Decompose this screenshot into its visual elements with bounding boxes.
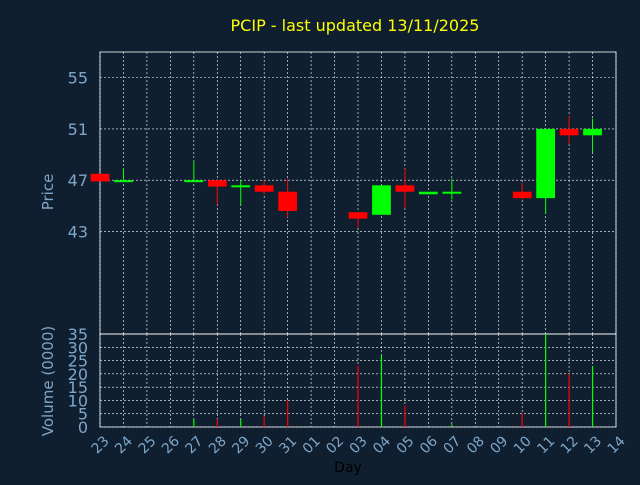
x-tick-label: 12 bbox=[558, 433, 582, 457]
x-tick-label: 11 bbox=[534, 433, 558, 457]
candle-body bbox=[184, 180, 204, 183]
x-axis-label: Day bbox=[334, 460, 362, 476]
candle-body bbox=[278, 191, 298, 211]
price-tick-label: 51 bbox=[68, 120, 88, 139]
candle-body bbox=[254, 185, 274, 192]
x-tick-label: 06 bbox=[417, 433, 441, 457]
volume-tick-label: 15 bbox=[68, 378, 88, 397]
x-tick-label: 23 bbox=[89, 433, 113, 457]
x-tick-label: 30 bbox=[253, 433, 277, 457]
candle-body bbox=[418, 191, 438, 195]
x-tick-label: 02 bbox=[323, 433, 347, 457]
candle-body bbox=[114, 180, 133, 183]
x-tick-label: 05 bbox=[394, 433, 418, 457]
x-tick-label: 28 bbox=[206, 433, 230, 457]
candle-body bbox=[583, 128, 602, 136]
price-tick-label: 55 bbox=[68, 69, 88, 88]
volume-tick-label: 5 bbox=[78, 405, 88, 424]
volume-tick-label: 0 bbox=[78, 418, 88, 437]
candle-body bbox=[372, 185, 391, 215]
candle-body bbox=[559, 128, 579, 136]
x-tick-label: 29 bbox=[229, 433, 253, 457]
x-tick-labels: 23 24 25 26 27 28 29 30 31 01 02 03 04 05 06 07 08 09 10 11… bbox=[89, 433, 629, 457]
x-tick-label: 13 bbox=[581, 433, 605, 457]
x-tick-label: 04 bbox=[370, 433, 394, 457]
x-tick-label: 10 bbox=[511, 433, 535, 457]
x-tick-label: 03 bbox=[347, 433, 371, 457]
candle-body bbox=[231, 185, 251, 188]
candle-body bbox=[442, 191, 462, 194]
price-tick-label: 43 bbox=[68, 222, 88, 241]
volume-tick-label: 10 bbox=[68, 391, 88, 410]
x-tick-label: 24 bbox=[112, 433, 136, 457]
price-axis-label: Price bbox=[39, 174, 57, 211]
x-tick-label: 08 bbox=[464, 433, 488, 457]
x-tick-label: 14 bbox=[605, 433, 629, 457]
volume-tick-label: 35 bbox=[68, 325, 88, 344]
x-tick-label: 07 bbox=[441, 433, 465, 457]
volume-tick-label: 30 bbox=[68, 338, 88, 357]
x-tick-label: 26 bbox=[159, 433, 183, 457]
x-tick-label: 27 bbox=[183, 433, 207, 457]
candle-body bbox=[536, 128, 556, 199]
x-tick-label: 31 bbox=[276, 433, 300, 457]
price-panel: 43 47 51 55 bbox=[68, 51, 617, 335]
price-tick-label: 47 bbox=[68, 171, 88, 190]
candle-body bbox=[207, 180, 227, 187]
candle-body bbox=[395, 185, 415, 192]
volume-axis-label: Volume (0000) bbox=[39, 326, 57, 436]
volume-tick-label: 25 bbox=[68, 352, 88, 371]
candle-body bbox=[348, 212, 368, 219]
x-tick-label: 01 bbox=[300, 433, 324, 457]
candle-body bbox=[90, 173, 110, 182]
x-tick-label: 09 bbox=[487, 433, 511, 457]
volume-tick-label: 20 bbox=[68, 365, 88, 384]
x-tick-label: 25 bbox=[136, 433, 160, 457]
chart-title: PCIP - last updated 13/11/2025 bbox=[231, 16, 480, 35]
candle-body bbox=[512, 191, 532, 199]
